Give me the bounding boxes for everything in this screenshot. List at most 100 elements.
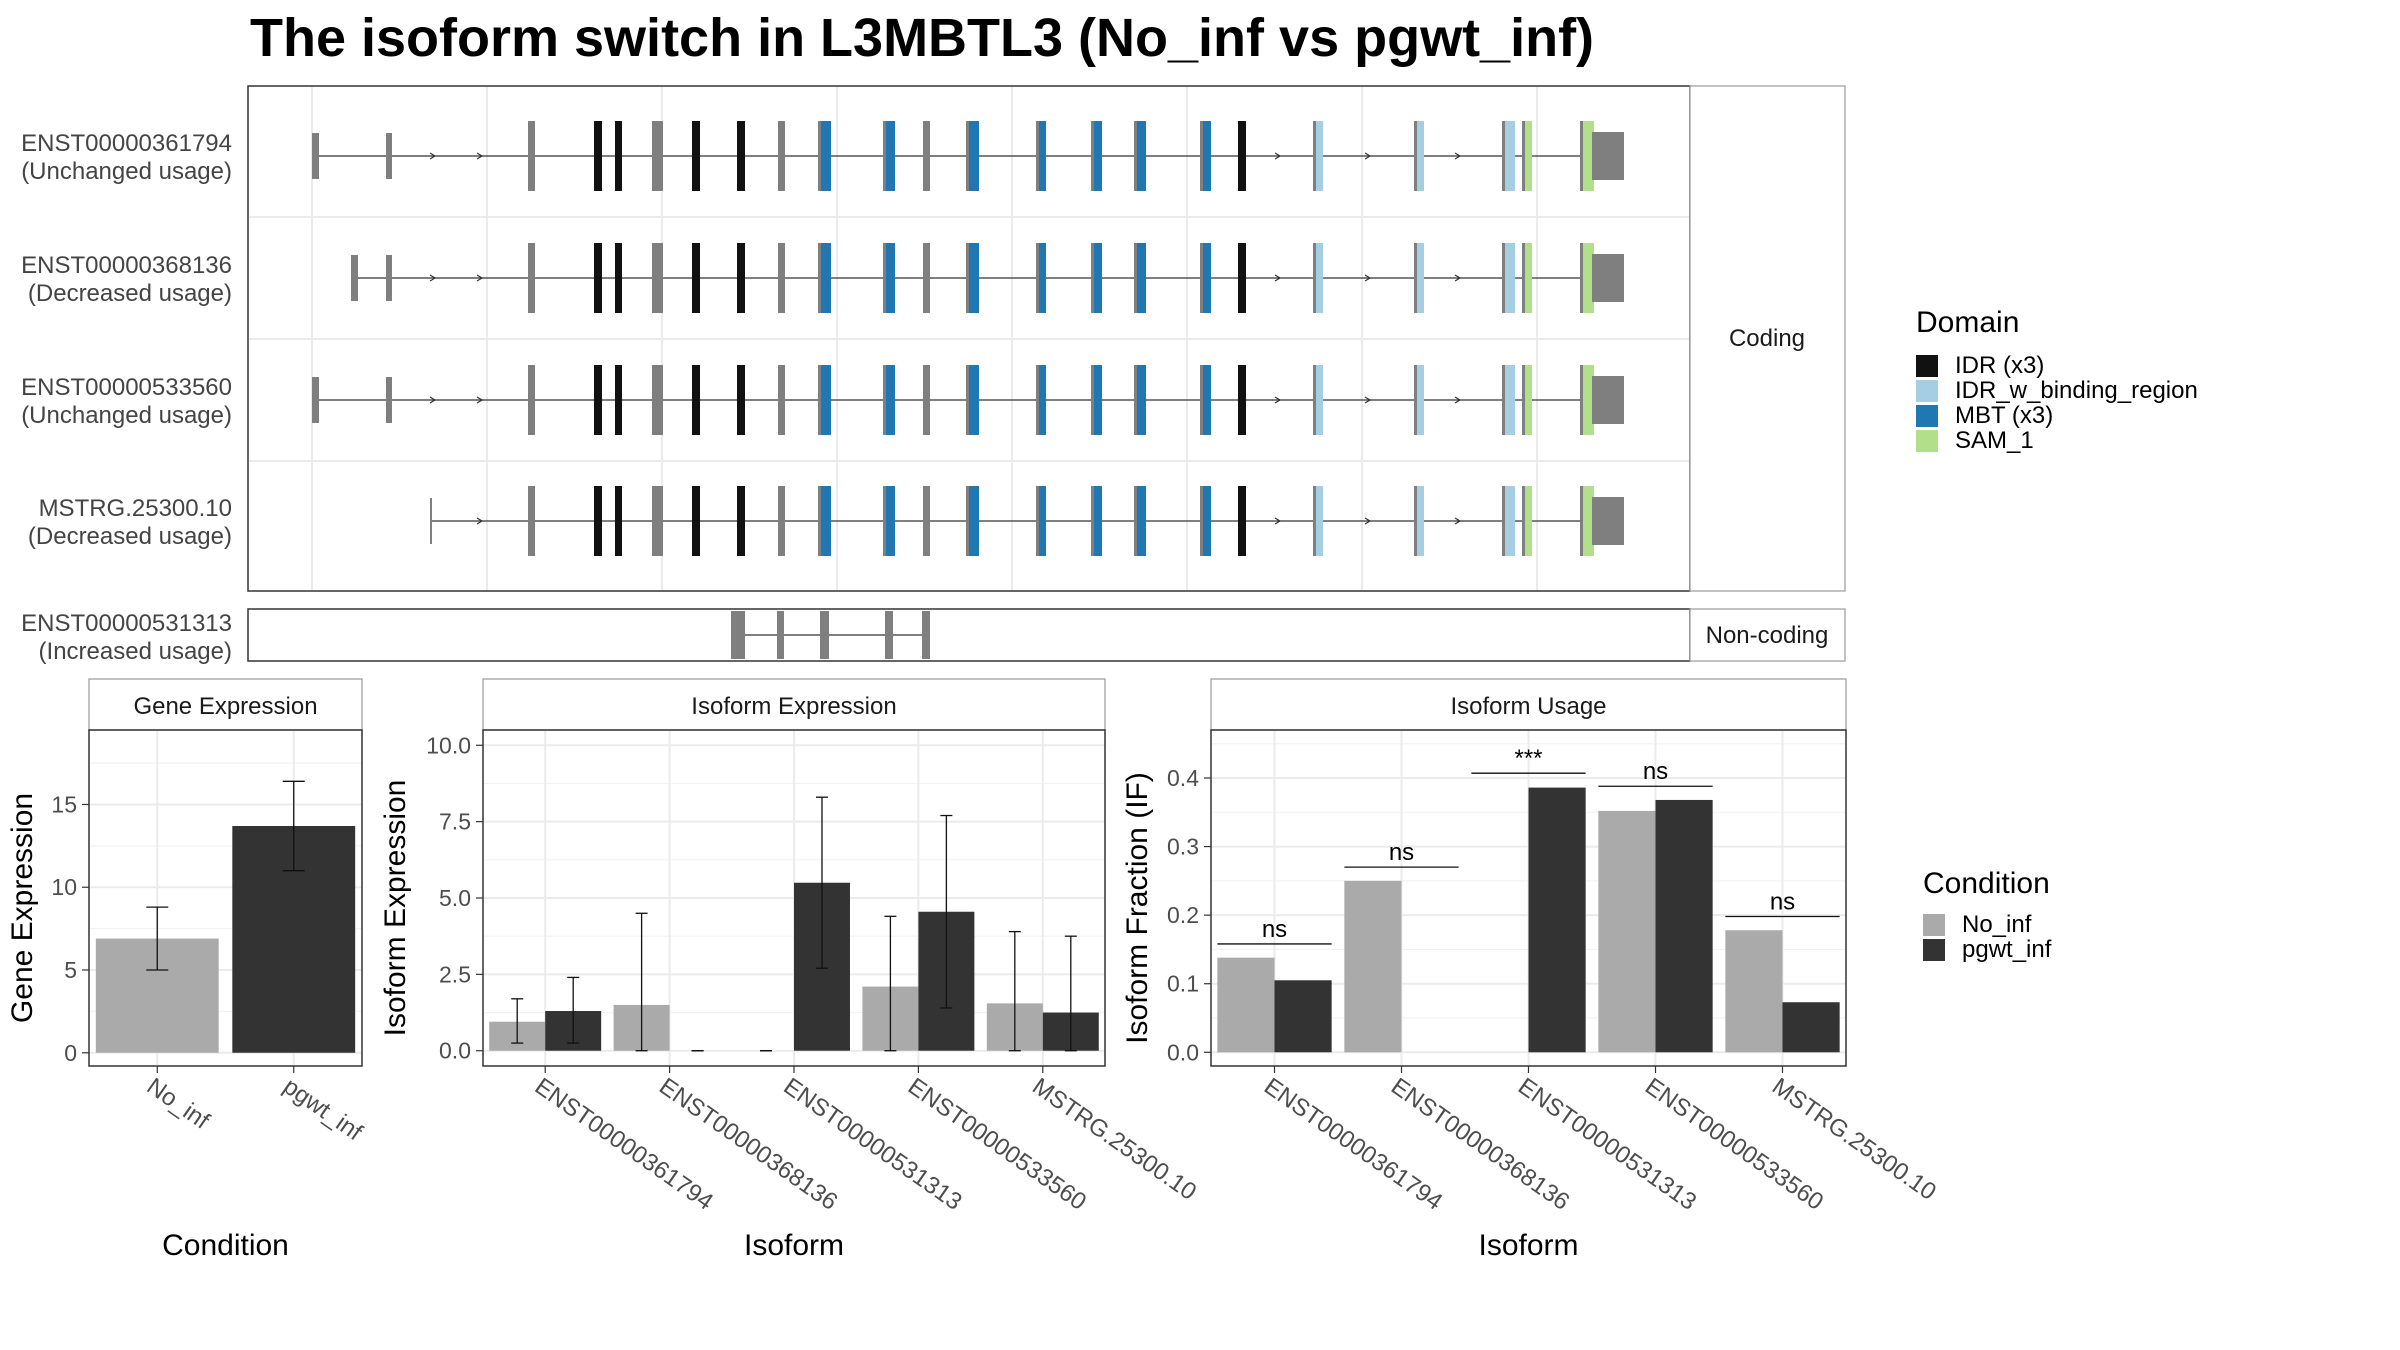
legend-swatch-no-inf [1923,914,1945,936]
exon [1137,243,1146,313]
exon [923,243,930,313]
facet-strip [1210,678,1847,731]
exon [351,255,358,301]
exon [528,121,535,191]
exon [1583,121,1594,191]
exon [969,486,979,556]
isoform-label-id: MSTRG.25300.10 [39,495,232,522]
exon [615,121,622,191]
transcript-row-ENST00000368136 [351,243,1624,313]
y-tick-label: 10.0 [426,732,471,758]
exon [594,365,602,435]
exon [737,243,745,313]
exon [1094,365,1102,435]
legend-swatch-idr-w-binding-region [1916,380,1938,402]
legend-label: IDR_w_binding_region [1955,377,2198,404]
exon-edge [1036,486,1039,556]
utr-block [1592,254,1624,302]
exon [821,243,831,313]
exon-edge [1580,121,1583,191]
exon-edge [883,243,886,313]
direction-arrow [429,396,437,404]
facet-strip [88,678,363,731]
exon [1238,243,1246,313]
exon [922,611,930,659]
exon [386,255,392,301]
exon [615,486,622,556]
y-tick-label: 0 [64,1040,77,1066]
exon [1417,121,1424,191]
exon [923,365,930,435]
direction-arrow [429,274,437,282]
utr-block [1592,376,1624,424]
exon-edge [1134,365,1137,435]
exon [1417,486,1424,556]
direction-arrow [1364,517,1372,525]
exon-edge [1313,121,1316,191]
chart-title: Isoform Expression [691,693,896,720]
transcript-row-ENST00000533560 [312,365,1624,435]
exon-edge [1502,486,1505,556]
exon-edge [1134,486,1137,556]
exon-edge [1522,365,1525,435]
direction-arrow [429,152,437,160]
exon [1417,243,1424,313]
exon [1094,243,1102,313]
exon [1203,365,1211,435]
exon [312,133,319,179]
exon-edge [966,365,969,435]
exon-edge [1313,243,1316,313]
y-tick-label: 5.0 [439,885,471,911]
exon [777,611,784,659]
exon-edge [1200,243,1203,313]
exon [1583,365,1594,435]
y-axis-title: Gene Expression [6,793,39,1023]
exon-edge [818,121,821,191]
exon-edge [1580,486,1583,556]
exon [692,365,700,435]
utr-block [1592,497,1624,545]
exon [652,121,663,191]
exon-edge [1502,365,1505,435]
exon [1094,486,1102,556]
significance-label: *** [1514,745,1542,772]
exon-edge [883,486,886,556]
exon-edge [1036,121,1039,191]
direction-arrow [476,274,484,282]
exon [821,121,831,191]
isoform-label-id: ENST00000533560 [21,374,232,401]
exon-edge [1502,243,1505,313]
exon [1238,365,1246,435]
exon [969,121,979,191]
exon-edge [1522,486,1525,556]
exon-edge [1091,121,1094,191]
chart-isoform-expression: Isoform Expression0.02.55.07.510.0ENST00… [379,678,1201,1262]
exon [820,611,829,659]
exon [1505,243,1515,313]
significance-label: ns [1262,916,1287,943]
exon-edge [1414,486,1417,556]
isoform-label-usage: (Decreased usage) [28,523,232,550]
legend-label: No_inf [1962,911,2032,938]
direction-arrow [1274,274,1282,282]
exon [1094,121,1102,191]
exon-edge [966,243,969,313]
bar-pgwt-inf [1274,980,1332,1053]
exon [1316,486,1323,556]
exon-edge [883,365,886,435]
exon [1039,486,1046,556]
exon [615,243,622,313]
exon-edge [1091,365,1094,435]
bar-no-inf [1344,880,1402,1053]
exon-edge [1522,243,1525,313]
exon [1039,243,1046,313]
exon [386,133,392,179]
significance-label: ns [1643,758,1668,785]
exon [430,498,432,544]
transcript-row-MSTRG.25300.10 [430,486,1624,556]
direction-arrow [1454,396,1462,404]
plot-border [88,729,363,1067]
isoform-label-id: ENST00000368136 [21,252,232,279]
isoform-label-usage: (Decreased usage) [28,280,232,307]
